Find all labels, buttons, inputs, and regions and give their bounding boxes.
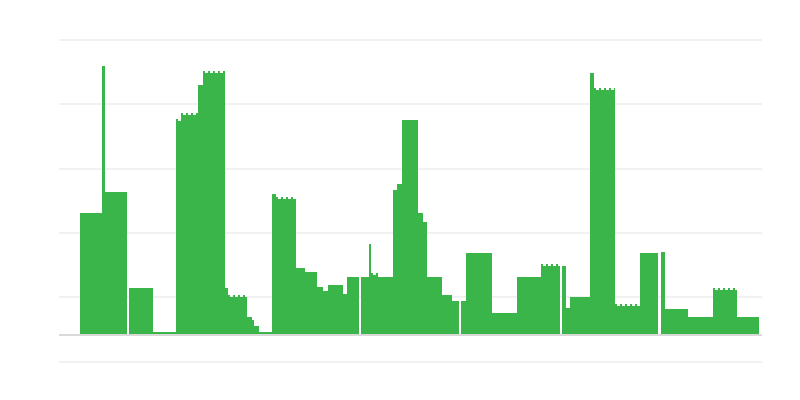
bar xyxy=(254,326,259,334)
bar xyxy=(198,85,203,334)
bar xyxy=(203,73,225,334)
bar xyxy=(393,190,397,334)
bar-notch-top xyxy=(176,119,181,121)
bar xyxy=(323,291,328,334)
bar xyxy=(276,199,296,334)
bar xyxy=(466,253,492,334)
bar xyxy=(665,309,688,334)
bar xyxy=(460,301,466,334)
bar xyxy=(343,294,347,334)
bar xyxy=(247,317,252,334)
bar-notch-top xyxy=(713,288,737,290)
bar xyxy=(347,277,359,334)
bar xyxy=(317,287,323,334)
bar xyxy=(566,308,570,334)
bar xyxy=(423,222,427,334)
bar xyxy=(181,115,198,334)
bar-notch-top xyxy=(371,273,378,275)
bar-notch-top xyxy=(594,88,615,90)
bar-notch-top xyxy=(541,264,560,266)
bar xyxy=(541,266,560,334)
bar xyxy=(660,252,665,334)
bar xyxy=(427,277,442,334)
bar xyxy=(615,306,640,334)
bar xyxy=(272,194,276,334)
bar xyxy=(452,301,459,334)
bar xyxy=(371,275,378,334)
bar xyxy=(361,277,369,334)
bar xyxy=(594,90,615,334)
bar xyxy=(561,266,566,334)
bar xyxy=(129,288,153,334)
bar-notch-top xyxy=(228,295,247,297)
bar xyxy=(640,253,658,334)
bar xyxy=(378,277,393,334)
bar xyxy=(688,317,713,334)
bar-notch-top xyxy=(203,71,225,73)
bar xyxy=(397,184,402,334)
x-axis-line xyxy=(59,334,762,336)
bar xyxy=(225,288,228,334)
bar xyxy=(590,73,594,334)
bar xyxy=(305,272,317,334)
bar xyxy=(492,313,517,334)
bar xyxy=(80,213,102,334)
bar-notch-top xyxy=(615,304,640,306)
bar xyxy=(102,66,105,334)
bar xyxy=(442,295,452,334)
bar xyxy=(104,192,127,334)
bar xyxy=(713,290,737,334)
bar xyxy=(369,244,371,334)
bar xyxy=(402,120,418,334)
bar-notch-top xyxy=(181,113,198,115)
bar xyxy=(296,268,305,334)
bar xyxy=(228,297,247,334)
gridline xyxy=(59,360,762,363)
bar xyxy=(517,277,541,334)
bar-notch-top xyxy=(276,197,296,199)
bar xyxy=(252,320,254,334)
bar xyxy=(176,121,181,334)
bar xyxy=(328,285,343,334)
gridline xyxy=(59,103,762,105)
gridline xyxy=(59,39,762,41)
bar xyxy=(418,213,423,334)
bar xyxy=(737,317,759,334)
bar xyxy=(570,297,590,334)
